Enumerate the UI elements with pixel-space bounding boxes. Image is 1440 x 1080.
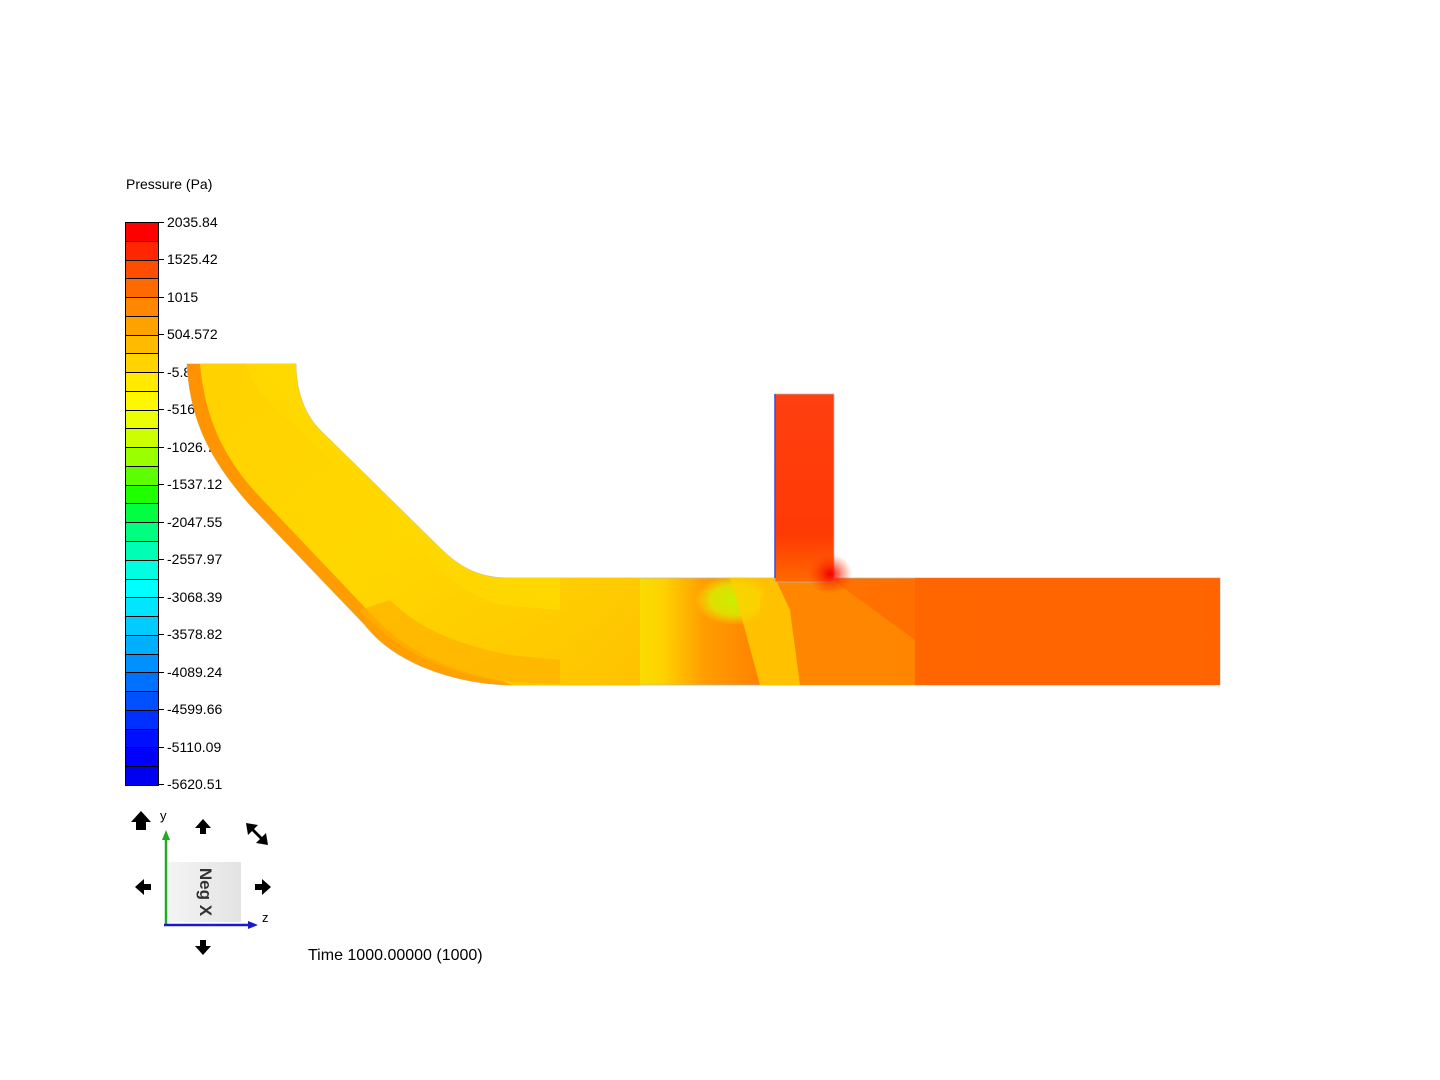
rotate-up-icon[interactable] xyxy=(195,819,211,834)
colorbar-segment xyxy=(126,354,158,374)
rotate-left-icon[interactable] xyxy=(135,879,151,895)
home-view-icon[interactable] xyxy=(131,811,151,830)
colorbar-segment xyxy=(126,635,158,655)
colorbar-segment xyxy=(126,410,158,430)
colorbar-segment xyxy=(126,448,158,467)
colorbar-segment xyxy=(126,729,158,749)
colorbar-segment xyxy=(126,673,158,693)
colorbar-segment xyxy=(126,223,158,242)
colorbar-tick-label: 2035.84 xyxy=(167,214,218,230)
pressure-colorbar xyxy=(125,222,159,786)
colorbar-tick xyxy=(158,296,164,298)
colorbar-segment xyxy=(126,316,158,336)
colorbar-tick xyxy=(158,596,164,598)
colorbar-tick xyxy=(158,409,164,411)
colorbar-tick xyxy=(158,521,164,523)
colorbar-segment xyxy=(126,560,158,580)
colorbar-tick xyxy=(158,746,164,748)
diagonal-core xyxy=(245,364,560,610)
colorbar-tick-label: -4089.24 xyxy=(167,663,223,680)
colorbar-tick-label: -2557.97 xyxy=(167,551,223,568)
colorbar-tick-label: -1026.7 xyxy=(167,438,215,455)
colorbar-segment xyxy=(126,692,158,711)
colorbar-segment xyxy=(126,373,158,392)
rotate-diagonal-icon[interactable] xyxy=(246,823,268,845)
colorbar-segment xyxy=(126,298,158,317)
view-cube-label: Neg X xyxy=(195,867,215,917)
colorbar-tick-label: -1537.12 xyxy=(167,476,223,493)
colorbar-tick xyxy=(158,559,164,561)
colorbar-segment xyxy=(126,710,158,730)
outlet-region xyxy=(915,578,1220,685)
colorbar-tick-label: -3068.39 xyxy=(167,588,223,605)
colorbar-tick xyxy=(158,259,164,261)
branch-pipe xyxy=(774,393,835,583)
colorbar-tick-label: -4599.66 xyxy=(167,701,223,718)
rotate-down-icon[interactable] xyxy=(195,940,211,955)
colorbar-tick-label: 504.572 xyxy=(167,326,218,343)
colorbar-segment xyxy=(126,504,158,524)
colorbar-segment xyxy=(126,241,158,261)
colorbar-tick xyxy=(158,784,164,785)
colorbar-tick-label: -5620.51 xyxy=(167,776,223,792)
colorbar-segment xyxy=(126,391,158,411)
colorbar-segment xyxy=(126,542,158,561)
colorbar-segment xyxy=(126,260,158,280)
junction-transition xyxy=(760,578,915,685)
colorbar-tick-label: -2047.55 xyxy=(167,513,223,530)
colorbar-segment xyxy=(126,598,158,618)
z-axis-label: z xyxy=(262,910,269,925)
colorbar-tick xyxy=(158,334,164,336)
colorbar-segment xyxy=(126,767,158,785)
legend-title: Pressure (Pa) xyxy=(126,176,213,192)
view-cube[interactable]: Neg X xyxy=(168,862,241,922)
colorbar-segment xyxy=(126,466,158,486)
colorbar-segment xyxy=(126,429,158,449)
colorbar-tick xyxy=(158,634,164,636)
colorbar-tick-label: -5110.09 xyxy=(167,738,222,755)
colorbar-tick xyxy=(158,709,164,711)
colorbar-tick xyxy=(158,222,164,223)
colorbar-segment xyxy=(126,654,158,674)
colorbar-segment xyxy=(126,523,158,543)
time-label: Time 1000.00000 (1000) xyxy=(308,947,483,964)
colorbar-segment xyxy=(126,617,158,636)
high-pressure-zone xyxy=(808,554,852,594)
y-axis-label: y xyxy=(160,808,167,823)
colorbar-tick xyxy=(158,484,164,486)
colorbar-segment xyxy=(126,335,158,355)
colorbar-tick xyxy=(158,671,164,673)
rotate-right-icon[interactable] xyxy=(255,879,271,895)
elbow-bottom-band xyxy=(360,600,560,684)
colorbar-tick xyxy=(158,446,164,448)
junction-yellow xyxy=(730,578,800,685)
colorbar-segment xyxy=(126,579,158,599)
colorbar-segment xyxy=(126,485,158,505)
colorbar-segment xyxy=(126,748,158,768)
colorbar-tick xyxy=(158,371,164,373)
colorbar-segment xyxy=(126,279,158,299)
colorbar-tick-label: -3578.82 xyxy=(167,626,223,643)
colorbar-tick-label: 1525.42 xyxy=(167,251,218,268)
colorbar-tick-label: 1015 xyxy=(167,288,199,305)
